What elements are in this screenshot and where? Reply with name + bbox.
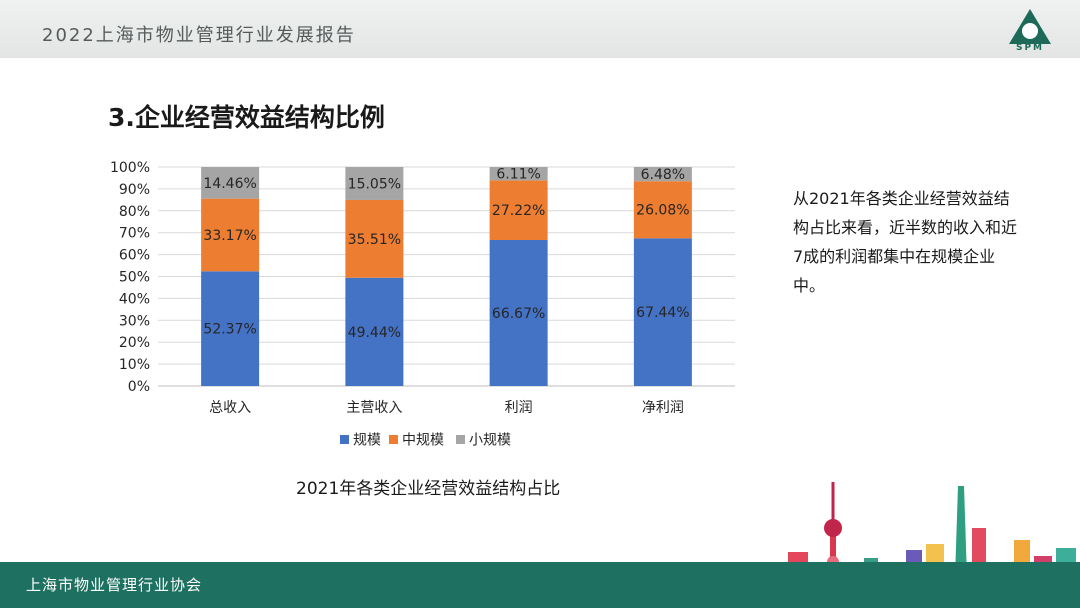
chart-title: 2021年各类企业经营效益结构占比 — [296, 479, 561, 499]
y-tick-label: 80% — [119, 204, 150, 220]
data-label: 66.67% — [492, 306, 545, 322]
footer-text: 上海市物业管理行业协会 — [26, 576, 203, 594]
data-label: 35.51% — [348, 232, 401, 248]
legend-label: 中规模 — [402, 433, 444, 449]
bar-segment-2 — [489, 180, 548, 240]
legend-swatch — [456, 435, 465, 444]
header-bar — [0, 0, 1080, 58]
bar-segment-3 — [345, 167, 404, 200]
legend-swatch — [340, 435, 349, 444]
y-tick-label: 40% — [119, 291, 150, 307]
bar-segment-1 — [489, 239, 548, 386]
bar-segment-2 — [633, 181, 692, 239]
bar-segment-1 — [633, 238, 692, 386]
bar-segment-1 — [201, 271, 260, 386]
y-tick-label: 0% — [128, 379, 150, 395]
bar-segment-1 — [345, 277, 404, 386]
y-tick-label: 60% — [119, 248, 150, 264]
y-tick-label: 30% — [119, 313, 150, 329]
footer-bar — [0, 562, 1080, 608]
y-tick-label: 10% — [119, 357, 150, 373]
side-note: 从2021年各类企业经营效益结构占比来看，近半数的收入和近7成的利润都集中在规模… — [793, 189, 1018, 295]
data-label: 67.44% — [636, 305, 689, 321]
legend-label: 小规模 — [469, 433, 511, 449]
legend-swatch — [389, 435, 398, 444]
data-label: 6.48% — [641, 167, 685, 183]
y-tick-label: 20% — [119, 335, 150, 351]
bar-segment-3 — [201, 167, 260, 199]
bar-segment-2 — [201, 198, 260, 272]
bar-segment-3 — [489, 167, 548, 181]
legend-label: 规模 — [353, 433, 381, 449]
y-tick-label: 100% — [110, 160, 150, 176]
section-title: 3.企业经营效益结构比例 — [108, 103, 385, 132]
data-label: 49.44% — [348, 325, 401, 341]
data-label: 26.08% — [636, 203, 689, 219]
bar-segment-3 — [633, 167, 692, 182]
y-tick-label: 70% — [119, 226, 150, 242]
x-tick-label: 净利润 — [642, 400, 684, 416]
data-label: 52.37% — [203, 322, 256, 338]
spm-logo-icon — [1009, 9, 1051, 44]
stacked-bar-chart: 0% 10% 20% 30% 40% 50% 60% 70% 80% 90% 100% 52.37% 3… — [110, 160, 735, 449]
y-tick-label: 90% — [119, 182, 150, 198]
y-tick-label: 50% — [119, 270, 150, 286]
data-label: 15.05% — [348, 176, 401, 192]
data-label: 6.11% — [496, 167, 540, 183]
data-label: 14.46% — [203, 176, 256, 192]
x-tick-label: 主营收入 — [346, 400, 402, 416]
data-label: 27.22% — [492, 203, 545, 219]
data-label: 33.17% — [203, 228, 256, 244]
x-tick-label: 利润 — [505, 400, 533, 416]
header-title: 2022上海市物业管理行业发展报告 — [42, 25, 356, 46]
x-tick-label: 总收入 — [209, 400, 251, 416]
logo-text: SPM — [1015, 43, 1045, 53]
bar-segment-2 — [345, 199, 404, 278]
